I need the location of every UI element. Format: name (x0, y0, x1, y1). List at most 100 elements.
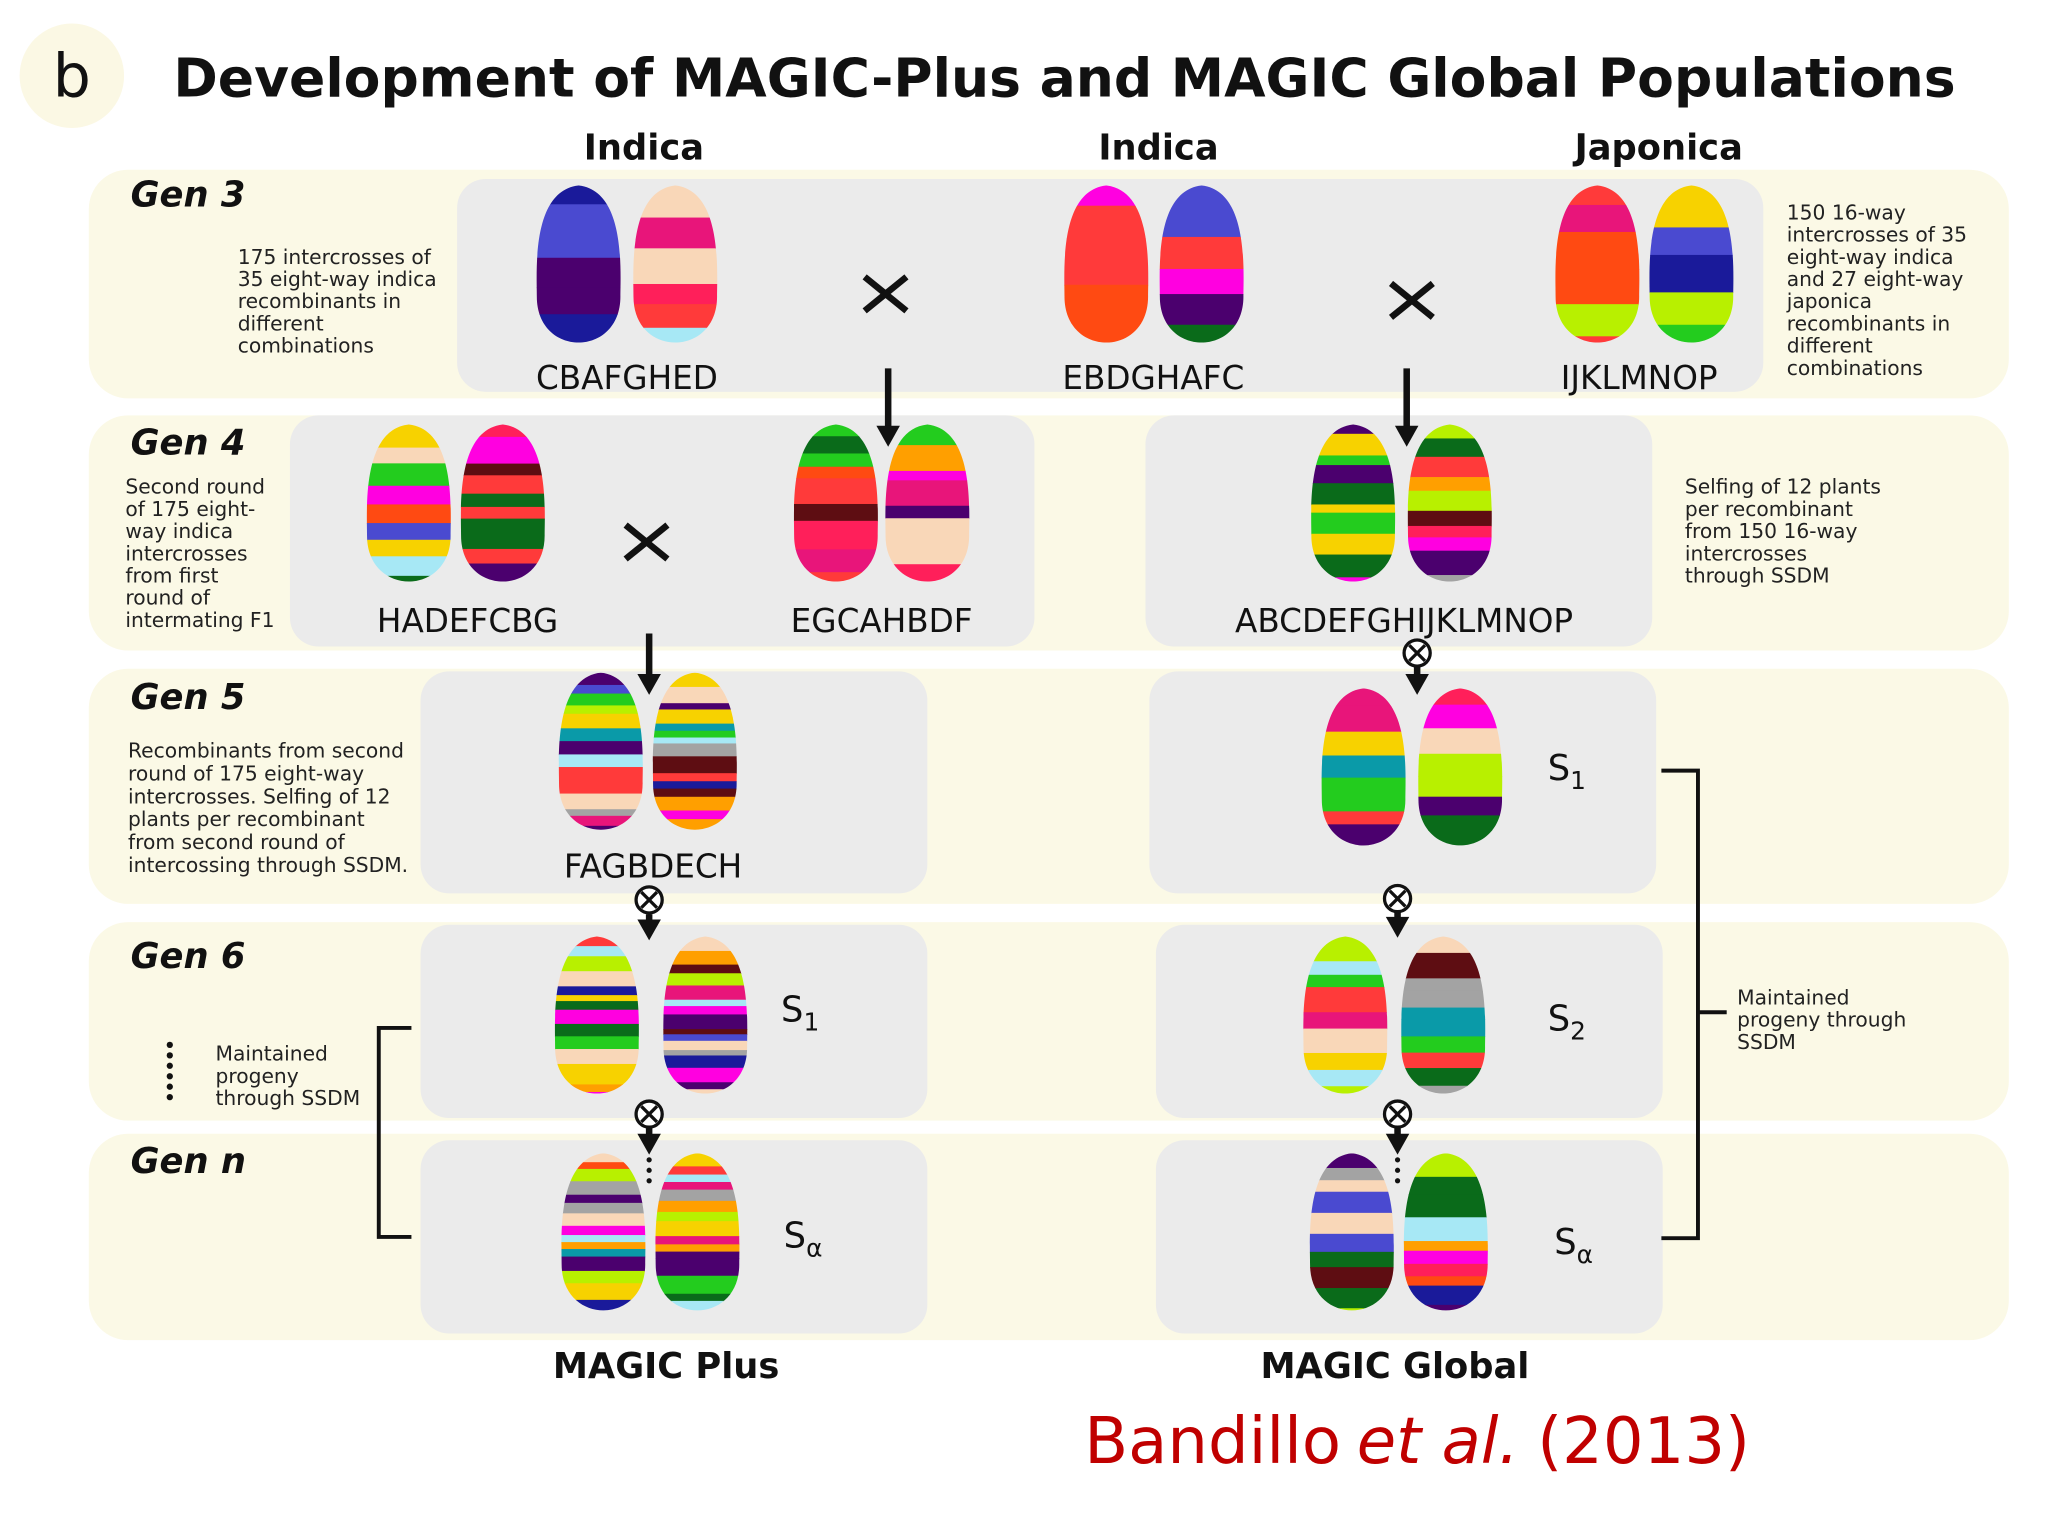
chromosome-segment (1309, 1191, 1394, 1214)
dot (166, 1041, 173, 1049)
chromosome-segment (554, 1009, 639, 1025)
chromosome (1064, 185, 1149, 343)
chromosome (1401, 936, 1486, 1094)
gen-label: Gen 3 (131, 174, 246, 215)
chromosome-segment (366, 463, 451, 487)
note-line: intermating F1 (125, 608, 274, 632)
chromosome-segment (652, 730, 737, 739)
chromosome-segment (1303, 1069, 1388, 1087)
chromosome-segment (1403, 1263, 1488, 1277)
dot (1394, 1178, 1401, 1184)
chromosome-segment (460, 463, 545, 476)
chromosome-segment (793, 478, 878, 505)
chromosome-segment (655, 1251, 740, 1259)
dot (166, 1094, 173, 1101)
line-name: IJKLMNOP (1561, 359, 1718, 397)
note-line: from first (125, 564, 218, 588)
chromosome-segment (558, 815, 643, 827)
chromosome-segment (885, 544, 970, 565)
arrow-head (876, 425, 900, 447)
chromosome (1309, 1153, 1394, 1311)
note-line: recombinants in (1787, 311, 1950, 335)
chromosome-segment (1403, 1194, 1488, 1218)
panel-box (1145, 415, 1653, 647)
note-line: intercossing through SSDM. (128, 853, 408, 877)
chromosome-segment (366, 523, 451, 541)
selfing-subscript: 2 (1570, 1017, 1586, 1046)
chromosome-segment (1649, 254, 1734, 294)
selfing-label: Sα (1554, 1222, 1593, 1269)
panel-badge (19, 23, 125, 128)
population: MAGIC Plus (553, 1346, 780, 1387)
note-line: per recombinant (1685, 497, 1853, 521)
chromosome-segment (554, 1036, 639, 1050)
chromosome-segment (663, 985, 748, 1001)
chromosome-segment (561, 1235, 646, 1243)
note-line: intercrosses of 35 (1787, 223, 1967, 247)
chromosome-segment (655, 1211, 740, 1222)
chromosome-segment (793, 572, 878, 582)
note-line: recombinants in (238, 289, 401, 313)
chromosome-segment (554, 995, 639, 1002)
chromosome-segment (1403, 1285, 1488, 1306)
chromosome-segment (652, 788, 737, 798)
chromosome-segment (561, 1168, 646, 1182)
chromosome-segment (663, 1034, 748, 1042)
chromosome-segment (1309, 1233, 1394, 1253)
chromosome-segment (1418, 776, 1503, 798)
chromosome-segment (652, 716, 737, 725)
arrow-head (1405, 673, 1429, 695)
chromosome-segment (1407, 456, 1492, 478)
note-line: Maintained (1737, 985, 1849, 1009)
selfing-label: S1 (781, 989, 819, 1036)
chromosome-segment (1403, 1304, 1488, 1311)
chromosome-segment (1403, 1250, 1488, 1265)
chromosome (558, 672, 643, 830)
chromosome-segment (1303, 974, 1388, 988)
note-line: round of 175 eight-way (128, 761, 364, 785)
gen-label: Gen 4 (131, 423, 246, 464)
citation-etal: et al. (1357, 1405, 1519, 1479)
chromosome (366, 424, 451, 582)
chromosome-segment (663, 1055, 748, 1069)
chromosome-segment (1309, 1288, 1394, 1309)
chromosome-segment (1309, 1308, 1394, 1311)
chromosome-segment (1303, 961, 1388, 976)
chromosome-segment (1311, 465, 1396, 484)
selfing-symbol (640, 1105, 659, 1124)
chromosome-segment (558, 825, 643, 830)
note-line: Second round (125, 475, 265, 499)
chromosome-segment (1309, 1267, 1394, 1289)
title: Development of MAGIC-Plus and MAGIC Glob… (173, 47, 1955, 110)
chromosome-segment (561, 1194, 646, 1204)
note-line: way indica (125, 519, 233, 543)
note-line: combinations (1787, 356, 1923, 380)
chromosome-segment (652, 810, 737, 820)
selfing-label: S2 (1548, 999, 1586, 1046)
chromosome-segment (1309, 1251, 1394, 1268)
chromosome-segment (633, 304, 718, 329)
chromosome-segment (885, 505, 970, 519)
selfing-letter: S (1548, 999, 1570, 1040)
chromosome-segment (1309, 1212, 1394, 1235)
gen-label: Gen 6 (131, 936, 246, 977)
chromosome-segment (1403, 1217, 1488, 1242)
chromosome-segment (536, 287, 621, 315)
chromosome-segment (655, 1181, 740, 1191)
note-line: round of (125, 586, 211, 610)
parent-group: Indica (584, 127, 704, 168)
chromosome-segment (366, 447, 451, 465)
selfing-label: S1 (1548, 748, 1586, 795)
chromosome-segment (885, 518, 970, 546)
chromosome-segment (558, 793, 643, 810)
chromosome-segment (1303, 1052, 1388, 1071)
chromosome-segment (1311, 483, 1396, 506)
chromosome-segment (793, 549, 878, 573)
chromosome-segment (554, 1091, 639, 1094)
chromosome-segment (1407, 537, 1492, 552)
line-name: EGCAHBDF (791, 602, 973, 640)
chromosome-segment (663, 999, 748, 1007)
chromosome-segment (1403, 1276, 1488, 1287)
